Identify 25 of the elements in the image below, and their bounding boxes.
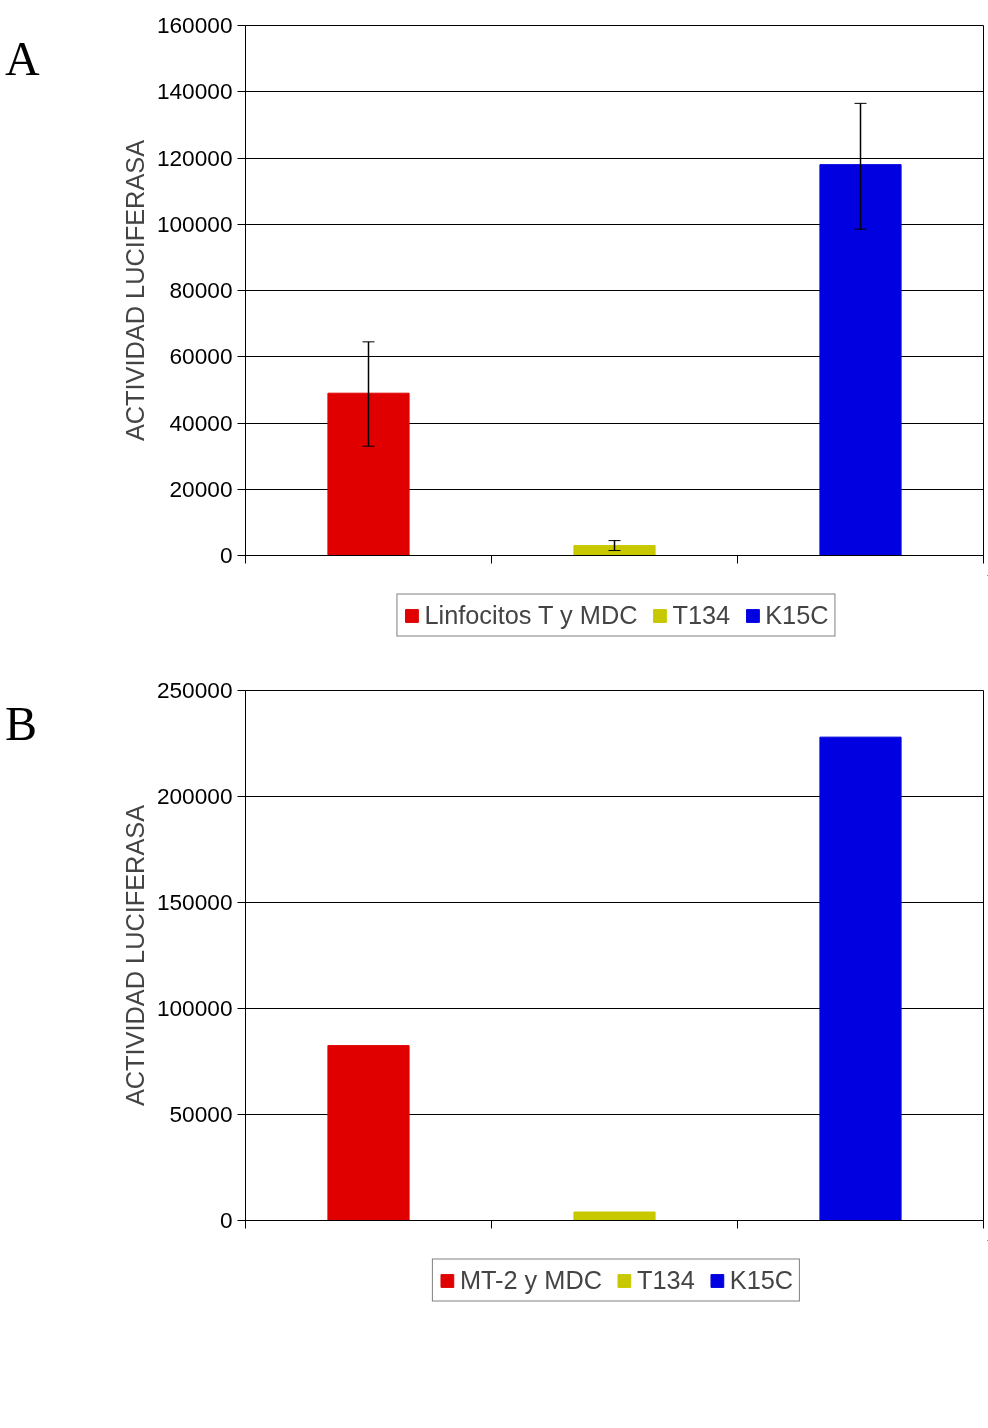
y-tick-label: 40000 [169,409,233,436]
legend-label: Linfocitos T y MDC [424,600,638,630]
y-tick-label: 200000 [156,783,233,809]
text: A [5,31,40,87]
y-tick-label: 120000 [156,144,233,171]
y-tick-label: 140000 [156,78,233,105]
y-axis-title: ACTIVIDAD LUCIFERASA [120,139,149,442]
legend-label: T134 [672,600,731,630]
text: B [5,696,38,752]
y-axis-title: ACTIVIDAD LUCIFERASA [120,804,149,1107]
legend-label: K15C [729,1265,794,1295]
legend-label: MT-2 y MDC [459,1265,603,1295]
y-tick-label: 160000 [156,12,233,38]
y-tick-label: 250000 [156,677,233,703]
y-tick-label: 150000 [156,889,233,915]
y-tick-label: 20000 [169,475,233,502]
y-tick-label: 50000 [169,1101,233,1127]
y-tick-label: 0 [219,1207,233,1233]
y-tick-label: 80000 [169,277,233,303]
legend-label: K15C [765,600,829,630]
legend-label: T134 [637,1265,695,1295]
y-tick-label: 100000 [156,210,233,237]
y-tick-label: 0 [219,542,233,568]
y-tick-label: 60000 [169,343,233,370]
y-tick-label: 100000 [156,995,233,1021]
